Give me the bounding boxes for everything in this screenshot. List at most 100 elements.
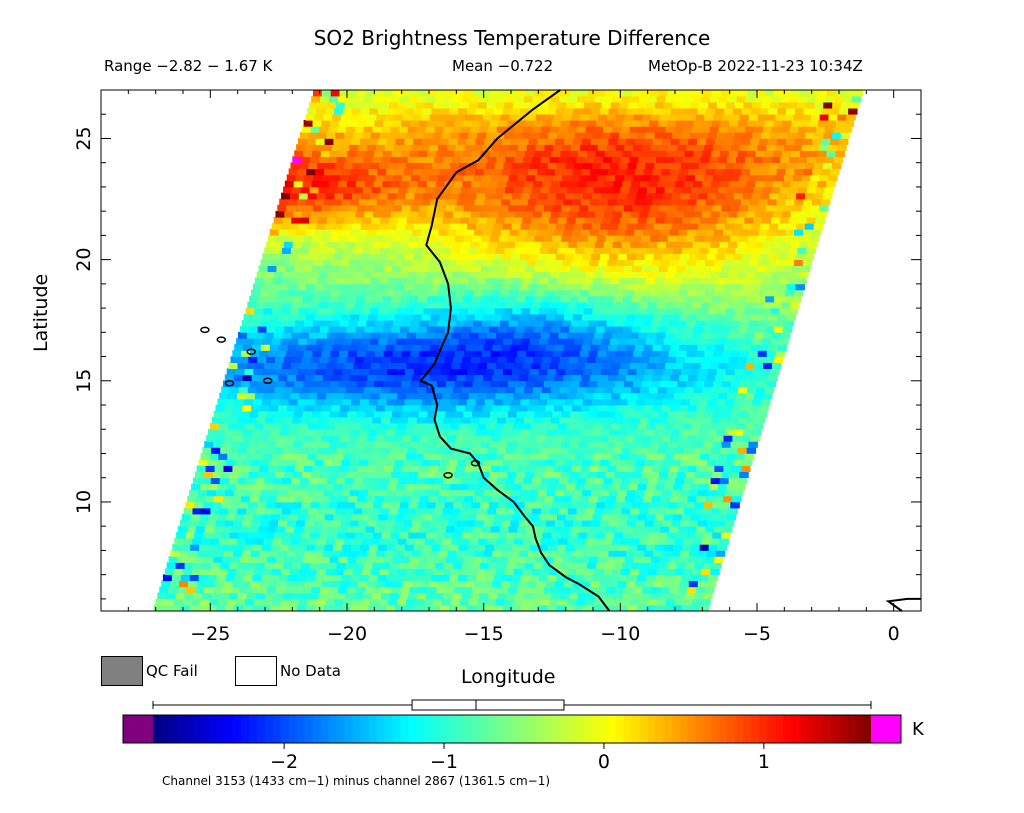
heatmap-cell [492,344,502,351]
heatmap-cell [517,495,528,503]
heatmap-cell [676,265,686,273]
heatmap-cell [644,550,654,557]
heatmap-cell [373,326,383,333]
heatmap-cell [497,416,507,424]
heatmap-cell [693,180,703,188]
heatmap-cell [202,592,212,600]
heatmap-cell [421,344,431,351]
heatmap-cell [562,495,572,503]
heatmap-cell [391,441,401,448]
heatmap-cell [557,392,568,400]
heatmap-cell [375,404,386,412]
heatmap-cell [578,295,588,303]
heatmap-cell [383,525,393,533]
heatmap-cell [342,368,352,376]
heatmap-cell [336,447,346,454]
heatmap-cell [678,525,688,533]
heatmap-cell [367,259,377,266]
heatmap-cell [286,174,297,182]
heatmap-cell [286,319,296,327]
heatmap-cell [350,168,361,176]
heatmap-cell [426,531,436,539]
heatmap-cell [658,265,669,273]
heatmap-cell [414,483,424,491]
heatmap-cell [775,289,786,297]
heatmap-cell [674,507,685,515]
heatmap-cell [550,241,560,248]
heatmap-cell [235,483,246,491]
heatmap-cell [645,429,655,436]
heatmap-cell [276,350,287,357]
heatmap-cell [723,168,733,176]
heatmap-cell [328,326,339,333]
heatmap-cell [817,180,827,188]
heatmap-cell [750,404,760,412]
heatmap-cell [449,513,460,521]
heatmap-cell [468,247,479,254]
heatmap-cell [362,362,372,369]
heatmap-cell [585,538,595,545]
heatmap-cell [405,162,416,170]
heatmap-cell [287,459,298,466]
heatmap-cell [639,180,650,188]
heatmap-cell [490,410,500,418]
heatmap-cell [497,241,507,248]
heatmap-cell [701,507,712,515]
heatmap-cell [359,198,369,206]
heatmap-cell [492,198,502,206]
heatmap-cell [751,283,761,291]
heatmap-cell [673,513,683,521]
heatmap-cell [401,120,411,127]
heatmap-cell [355,326,366,333]
heatmap-cell [545,550,556,557]
heatmap-cell [717,307,727,315]
heatmap-cell [486,392,497,400]
heatmap-cell [416,156,427,163]
heatmap-cell [166,592,176,600]
heatmap-cell [478,186,488,194]
heatmap-cell [343,277,354,285]
heatmap-cell [725,338,736,345]
heatmap-cell [439,283,450,291]
heatmap-cell [535,174,545,182]
heatmap-cell [254,568,264,575]
heatmap-cell [643,465,653,472]
heatmap-cell [377,283,387,291]
heatmap-cell [545,374,556,382]
heatmap-cell [195,525,206,533]
heatmap-cell [403,374,413,382]
heatmap-cell [734,398,744,406]
heatmap-cell [319,271,329,279]
heatmap-cell [257,586,268,594]
heatmap-cell [745,126,755,133]
heatmap-cell [579,204,589,212]
heatmap-cell [583,277,594,285]
heatmap-cell [305,344,315,351]
heatmap-cell [444,356,454,363]
heatmap-cell [382,295,393,303]
heatmap-cell [403,344,413,351]
heatmap-cell [587,531,597,539]
heatmap-cell [732,495,742,503]
heatmap-cell [783,265,793,273]
heatmap-cell [512,513,522,521]
heatmap-cell [282,301,293,309]
heatmap-cell [469,538,479,545]
heatmap-cell [687,465,698,472]
heatmap-cell [459,247,470,254]
heatmap-cell [588,380,598,388]
heatmap-cell [402,550,413,557]
heatmap-cell [585,507,595,515]
heatmap-cell [292,271,302,279]
heatmap-cell [649,295,660,303]
heatmap-cell [585,332,595,339]
heatmap-cell [277,435,287,442]
heatmap-cell [315,574,325,582]
heatmap-cell [677,380,687,388]
heatmap-cell [223,580,234,588]
heatmap-cell [653,580,663,588]
heatmap-cell [557,483,567,491]
heatmap-cell [624,586,634,594]
heatmap-cell [342,138,352,145]
heatmap-cell [462,326,472,333]
